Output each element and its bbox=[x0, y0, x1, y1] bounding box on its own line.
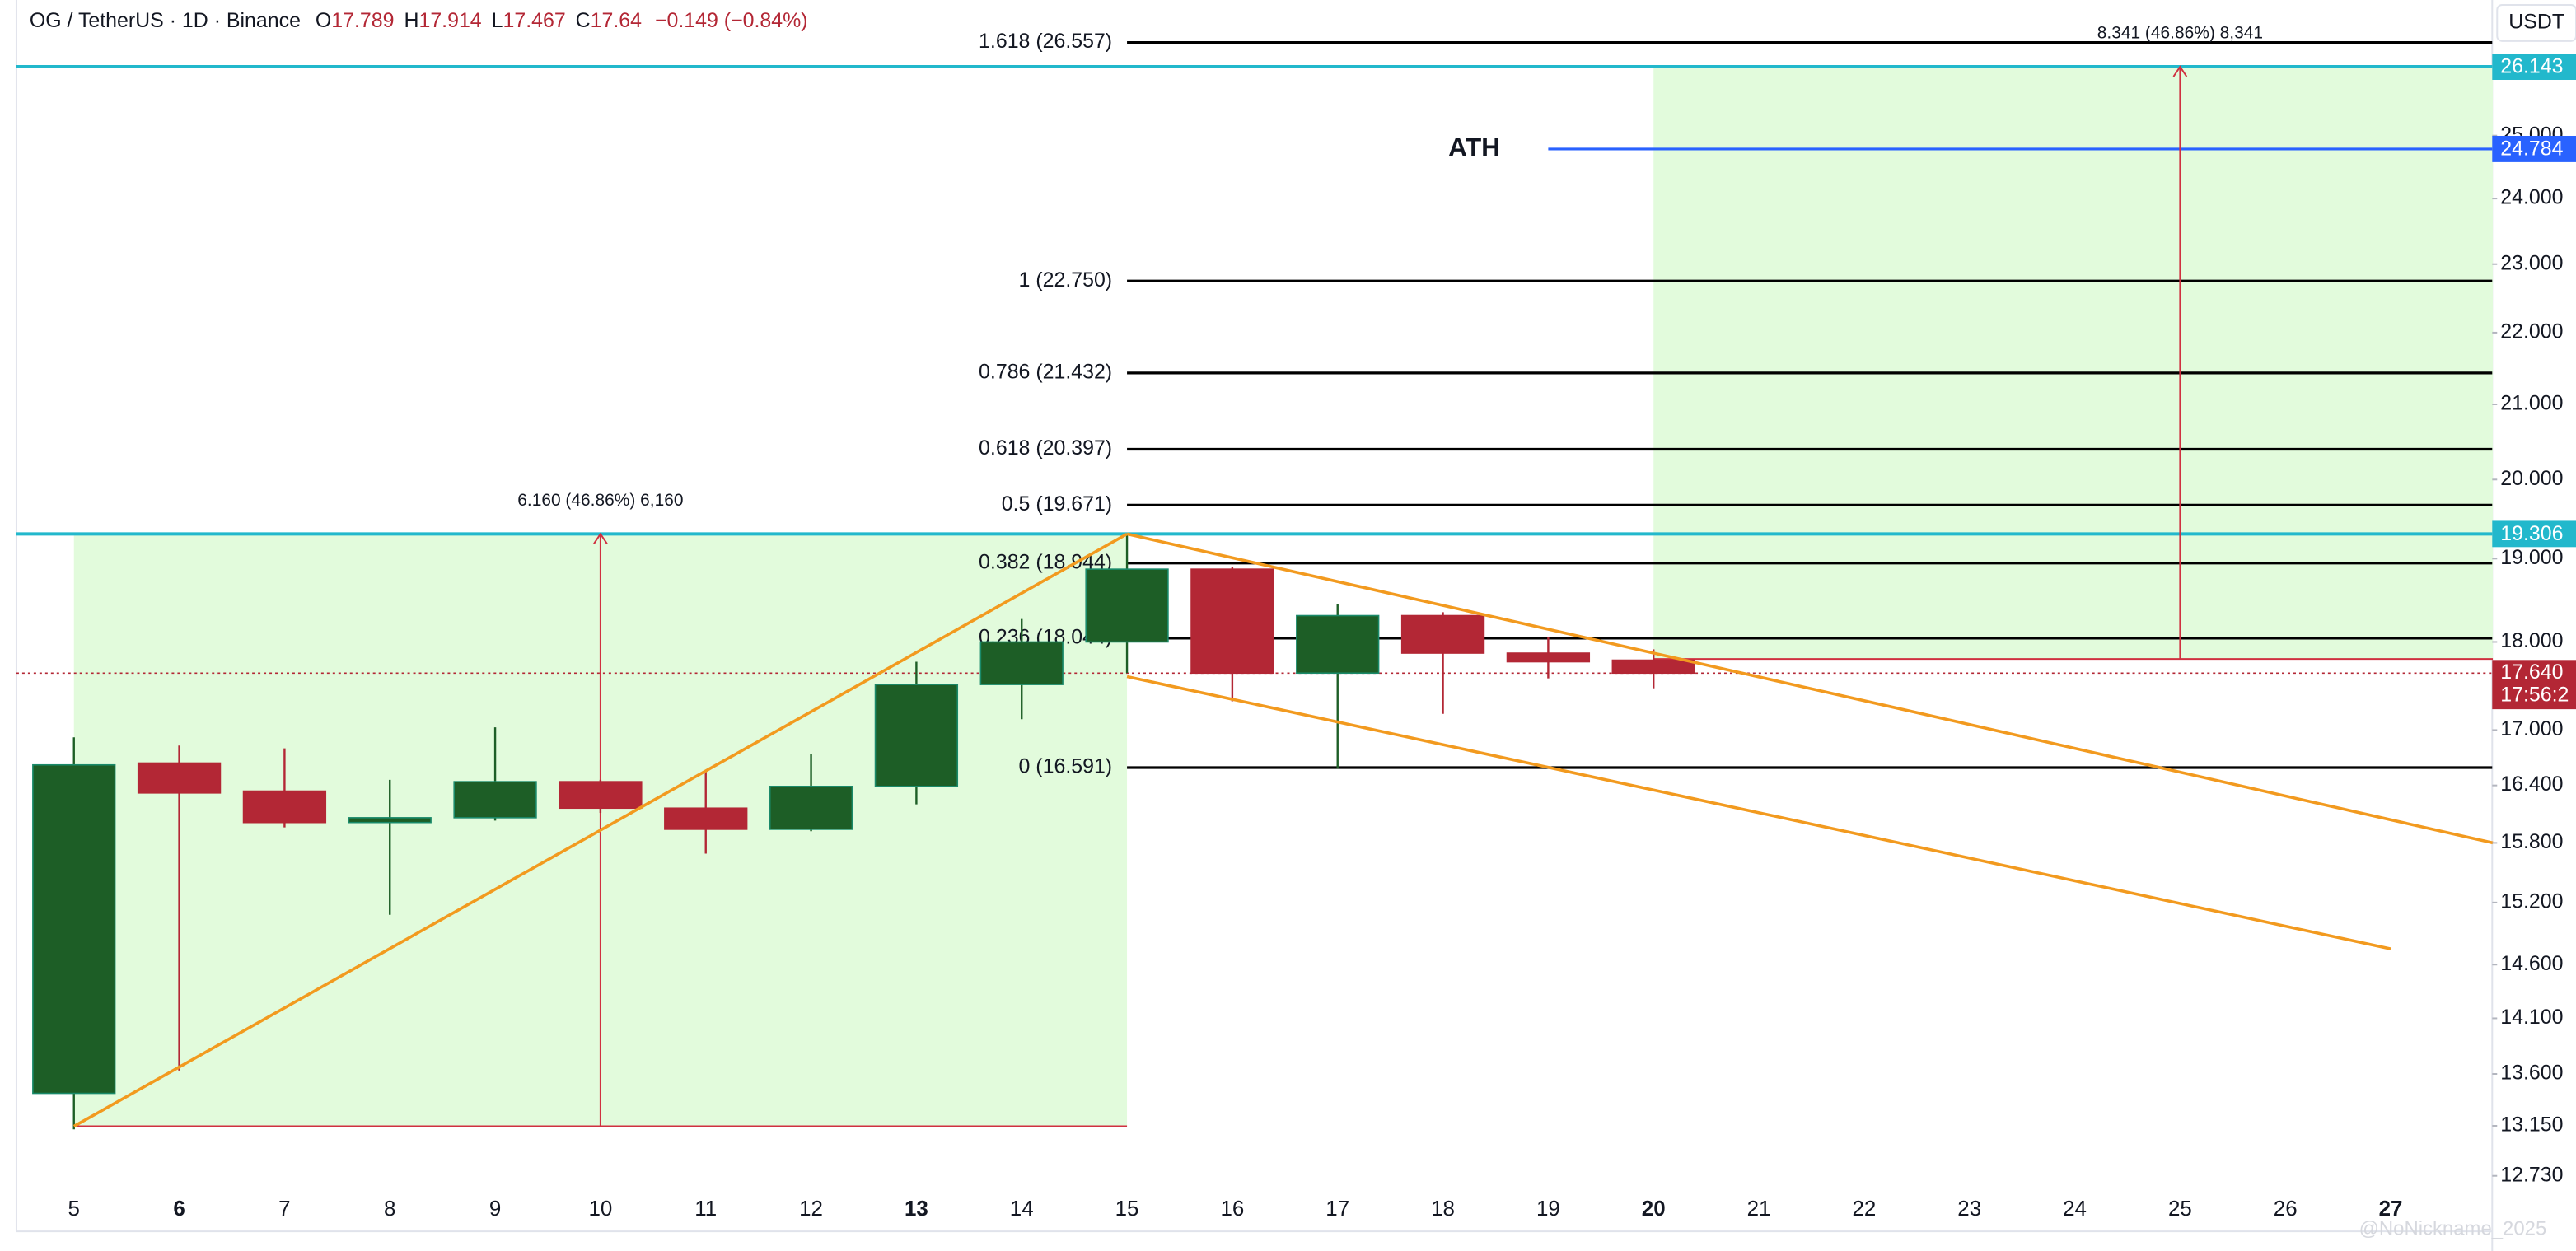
candle-body bbox=[664, 807, 748, 830]
x-tick-label: 19 bbox=[1536, 1197, 1560, 1221]
y-tick-label: 17.000 bbox=[2500, 717, 2563, 740]
y-tick-label: 12.730 bbox=[2500, 1163, 2563, 1186]
unit-bg bbox=[2496, 3, 2576, 42]
x-tick-label: 20 bbox=[1642, 1197, 1666, 1221]
x-tick-label: 6 bbox=[173, 1197, 185, 1221]
fib-label: 0.5 (19.671) bbox=[1002, 492, 1112, 516]
x-tick-label: 17 bbox=[1325, 1197, 1349, 1221]
x-tick-label: 27 bbox=[2379, 1197, 2403, 1221]
measure-label: 6.160 (46.86%) 6,160 bbox=[517, 491, 683, 510]
candle-body bbox=[348, 817, 432, 824]
candle-body bbox=[1085, 568, 1169, 643]
candle-body bbox=[559, 781, 643, 810]
x-tick-label: 24 bbox=[2063, 1197, 2087, 1221]
header: OG / TetherUS · 1D · Binance O17.789 H17.9… bbox=[30, 8, 808, 31]
y-tick-label: 16.400 bbox=[2500, 773, 2563, 796]
price-badge-label: 19.306 bbox=[2500, 522, 2563, 545]
candle-body bbox=[453, 781, 537, 819]
change: −0.149 (−0.84%) bbox=[655, 8, 808, 31]
y-tick-label: 19.000 bbox=[2500, 546, 2563, 569]
candle-body bbox=[32, 763, 116, 1095]
candle-body bbox=[1611, 659, 1695, 675]
candle-body bbox=[1190, 568, 1274, 675]
price-line-name: ATH bbox=[1448, 132, 1500, 161]
fib-label: 1 (22.750) bbox=[1019, 268, 1113, 292]
x-tick-label: 10 bbox=[588, 1197, 612, 1221]
price-badge bbox=[2492, 135, 2576, 162]
arrow-head bbox=[2172, 65, 2188, 77]
x-tick-label: 13 bbox=[905, 1197, 928, 1221]
field-key: O bbox=[316, 8, 331, 31]
x-tick-label: 18 bbox=[1431, 1197, 1455, 1221]
candle-body bbox=[1506, 652, 1591, 663]
countdown-label: 17:56:2 bbox=[2500, 684, 2569, 707]
x-tick-label: 7 bbox=[278, 1197, 290, 1221]
candle-body bbox=[769, 786, 853, 830]
y-tick-label: 13.600 bbox=[2500, 1062, 2563, 1085]
candle-body bbox=[979, 641, 1064, 685]
candle-body bbox=[137, 762, 222, 794]
field-key: L bbox=[492, 8, 503, 31]
y-tick-label: 24.000 bbox=[2500, 186, 2563, 209]
y-tick-label: 14.100 bbox=[2500, 1006, 2563, 1029]
x-tick-label: 9 bbox=[489, 1197, 501, 1221]
y-tick-label: 22.000 bbox=[2500, 320, 2563, 343]
y-tick-label: 18.000 bbox=[2500, 629, 2563, 652]
candle-body bbox=[1400, 614, 1485, 654]
fib-label: 0.618 (20.397) bbox=[979, 436, 1112, 460]
x-tick-label: 23 bbox=[1957, 1197, 1981, 1221]
y-tick-label: 20.000 bbox=[2500, 467, 2563, 490]
x-tick-label: 21 bbox=[1747, 1197, 1771, 1221]
measure-box bbox=[1653, 67, 2494, 660]
candle-body bbox=[874, 684, 959, 787]
unit-label: USDT bbox=[2508, 10, 2564, 33]
field-value: 17.914 bbox=[418, 8, 481, 31]
field-key: C bbox=[576, 8, 591, 31]
last-price-label: 17.640 bbox=[2500, 661, 2563, 684]
trend-line bbox=[1126, 675, 2391, 950]
x-tick-label: 25 bbox=[2168, 1197, 2192, 1221]
field-key: H bbox=[404, 8, 418, 31]
y-tick-label: 13.150 bbox=[2500, 1113, 2563, 1137]
y-tick-label: 15.800 bbox=[2500, 830, 2563, 853]
arrow-head bbox=[593, 532, 608, 544]
field-value: 17.789 bbox=[331, 8, 394, 31]
y-tick-label: 21.000 bbox=[2500, 392, 2563, 415]
x-tick-label: 5 bbox=[68, 1197, 80, 1221]
price-badge-label: 24.784 bbox=[2500, 138, 2563, 161]
price-badge bbox=[2492, 520, 2576, 548]
x-tick-label: 14 bbox=[1010, 1197, 1034, 1221]
price-badge bbox=[2492, 54, 2576, 80]
x-tick-label: 12 bbox=[799, 1197, 823, 1221]
watermark: @NoNickname_2025 bbox=[2359, 1217, 2547, 1239]
fib-label: 1.618 (26.557) bbox=[979, 30, 1112, 53]
x-tick-label: 26 bbox=[2274, 1197, 2298, 1221]
field-value: 17.467 bbox=[503, 8, 565, 31]
y-tick-label: 14.600 bbox=[2500, 952, 2563, 975]
x-tick-label: 16 bbox=[1220, 1197, 1244, 1221]
symbol: OG / TetherUS · 1D · Binance bbox=[30, 8, 301, 31]
candle-body bbox=[1296, 614, 1380, 675]
x-tick-label: 15 bbox=[1115, 1197, 1139, 1221]
measure-label: 8.341 (46.86%) 8,341 bbox=[2097, 24, 2263, 43]
last-price-badge bbox=[2492, 660, 2576, 710]
y-tick-label: 15.200 bbox=[2500, 889, 2563, 913]
x-tick-label: 8 bbox=[384, 1197, 395, 1221]
x-tick-label: 11 bbox=[694, 1197, 717, 1221]
candle-body bbox=[242, 790, 327, 824]
x-tick-label: 22 bbox=[1852, 1197, 1876, 1221]
trend-line bbox=[72, 532, 1128, 1128]
y-tick-label: 23.000 bbox=[2500, 251, 2563, 274]
fib-label: 0 (16.591) bbox=[1019, 755, 1113, 778]
field-value: 17.64 bbox=[591, 8, 642, 31]
price-badge-label: 26.143 bbox=[2500, 55, 2563, 78]
fib-label: 0.786 (21.432) bbox=[979, 360, 1112, 383]
trend-line bbox=[1126, 532, 2494, 845]
